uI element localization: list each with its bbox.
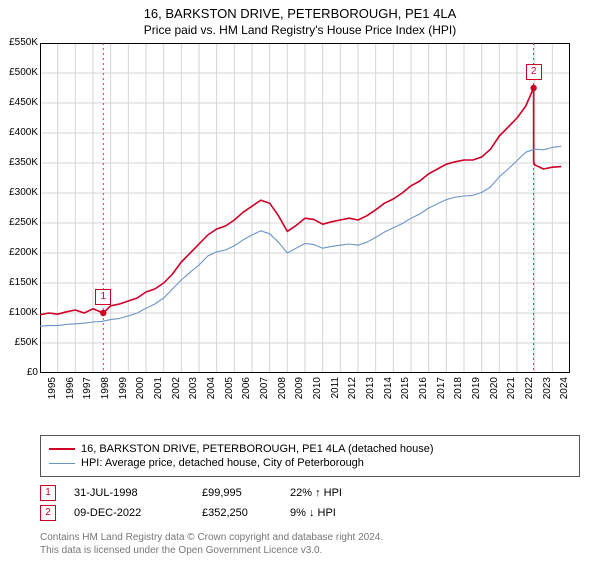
x-axis-label: 2020 — [489, 377, 500, 417]
event-marker-2: 2 — [526, 64, 542, 80]
x-axis-label: 2024 — [559, 377, 570, 417]
x-axis-label: 2007 — [259, 377, 270, 417]
x-axis-label: 2015 — [400, 377, 411, 417]
footer-line: This data is licensed under the Open Gov… — [40, 544, 580, 557]
event-marker-1: 1 — [95, 289, 111, 305]
x-axis-label: 2005 — [224, 377, 235, 417]
legend-swatch — [49, 448, 75, 450]
y-axis-label: £300K — [0, 187, 38, 198]
x-axis-label: 1995 — [47, 377, 58, 417]
y-axis-label: £0 — [0, 367, 38, 378]
sale-price: £99,995 — [202, 487, 272, 499]
x-axis-label: 2009 — [294, 377, 305, 417]
chart-svg — [40, 43, 570, 373]
sale-marker-box: 1 — [40, 485, 56, 501]
x-axis-label: 2022 — [524, 377, 535, 417]
x-axis-label: 2017 — [436, 377, 447, 417]
x-axis-label: 1998 — [100, 377, 111, 417]
x-axis-label: 1997 — [82, 377, 93, 417]
y-axis-label: £50K — [0, 337, 38, 348]
y-axis-label: £550K — [0, 37, 38, 48]
x-axis-label: 2023 — [542, 377, 553, 417]
x-axis-label: 2006 — [241, 377, 252, 417]
legend-item: HPI: Average price, detached house, City… — [49, 456, 571, 470]
y-axis-label: £350K — [0, 157, 38, 168]
x-axis-label: 2018 — [453, 377, 464, 417]
legend-area: 16, BARKSTON DRIVE, PETERBOROUGH, PE1 4L… — [40, 435, 580, 523]
x-axis-label: 2011 — [330, 377, 341, 417]
sale-delta: 9% ↓ HPI — [290, 507, 380, 519]
sale-date: 09-DEC-2022 — [74, 507, 184, 519]
footer-attribution: Contains HM Land Registry data © Crown c… — [40, 531, 580, 557]
x-axis-label: 2008 — [277, 377, 288, 417]
legend-swatch — [49, 463, 75, 464]
x-axis-label: 2016 — [418, 377, 429, 417]
x-axis-label: 2001 — [153, 377, 164, 417]
sale-price: £352,250 — [202, 507, 272, 519]
x-axis-label: 2000 — [135, 377, 146, 417]
y-axis-label: £100K — [0, 307, 38, 318]
y-axis-label: £500K — [0, 67, 38, 78]
y-axis-label: £150K — [0, 277, 38, 288]
x-axis-label: 2021 — [506, 377, 517, 417]
sale-delta: 22% ↑ HPI — [290, 487, 380, 499]
y-axis-label: £250K — [0, 217, 38, 228]
sale-marker-box: 2 — [40, 505, 56, 521]
chart-container: 16, BARKSTON DRIVE, PETERBOROUGH, PE1 4L… — [0, 6, 600, 566]
x-axis-label: 2014 — [383, 377, 394, 417]
footer-line: Contains HM Land Registry data © Crown c… — [40, 531, 580, 544]
sale-date: 31-JUL-1998 — [74, 487, 184, 499]
x-axis-label: 1999 — [118, 377, 129, 417]
legend-box: 16, BARKSTON DRIVE, PETERBOROUGH, PE1 4L… — [40, 435, 580, 477]
chart-title: 16, BARKSTON DRIVE, PETERBOROUGH, PE1 4L… — [0, 6, 600, 21]
legend-item: 16, BARKSTON DRIVE, PETERBOROUGH, PE1 4L… — [49, 442, 571, 456]
x-axis-label: 2013 — [365, 377, 376, 417]
legend-label: HPI: Average price, detached house, City… — [81, 457, 364, 469]
legend-label: 16, BARKSTON DRIVE, PETERBOROUGH, PE1 4L… — [81, 443, 434, 455]
x-axis-label: 2010 — [312, 377, 323, 417]
x-axis-label: 2012 — [347, 377, 358, 417]
x-axis-label: 2004 — [206, 377, 217, 417]
y-axis-label: £200K — [0, 247, 38, 258]
sales-list: 1 31-JUL-1998 £99,995 22% ↑ HPI 2 09-DEC-2022… — [40, 483, 580, 523]
x-axis-label: 2019 — [471, 377, 482, 417]
x-axis-label: 2002 — [171, 377, 182, 417]
sale-row: 1 31-JUL-1998 £99,995 22% ↑ HPI — [40, 483, 580, 503]
x-axis-label: 1996 — [65, 377, 76, 417]
x-axis-label: 2003 — [188, 377, 199, 417]
y-axis-label: £400K — [0, 127, 38, 138]
y-axis-label: £450K — [0, 97, 38, 108]
chart-subtitle: Price paid vs. HM Land Registry's House … — [0, 23, 600, 37]
sale-row: 2 09-DEC-2022 £352,250 9% ↓ HPI — [40, 503, 580, 523]
chart-plot-area: £0£50K£100K£150K£200K£250K£300K£350K£400… — [40, 43, 600, 393]
